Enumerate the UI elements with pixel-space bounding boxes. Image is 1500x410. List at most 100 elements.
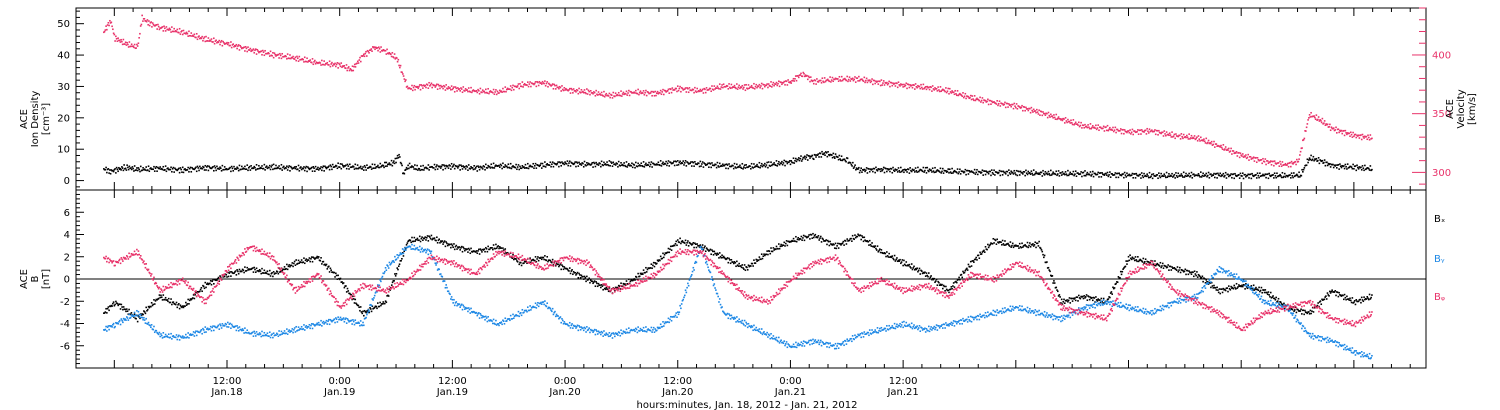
field-bx-point (185, 301, 187, 304)
density-point (1040, 171, 1043, 174)
velocity-point (748, 87, 751, 90)
velocity-point (336, 62, 339, 64)
field-bx-point (1280, 301, 1282, 304)
density-point (1329, 163, 1331, 165)
velocity-point (1091, 126, 1093, 129)
field-bx-point (1121, 270, 1124, 273)
field-bx-point (1329, 290, 1331, 293)
velocity-point (1031, 109, 1033, 112)
density-point (1201, 174, 1204, 177)
velocity-point (947, 87, 950, 90)
velocity-point (1242, 156, 1245, 158)
density-point (935, 170, 938, 172)
velocity-point (112, 28, 114, 31)
field-bx-point (1350, 301, 1353, 304)
field-bx-point (192, 297, 194, 299)
density-point (1092, 175, 1095, 178)
field-bx-point (1233, 284, 1236, 287)
field-bx-point (453, 243, 455, 245)
density-point (635, 161, 637, 164)
density-point (1006, 170, 1009, 173)
field-bx-point (1077, 294, 1080, 297)
density-point (1184, 175, 1187, 177)
density-point (1202, 172, 1204, 175)
velocity-point (851, 78, 853, 81)
density-point (258, 167, 261, 170)
density-point (1048, 173, 1051, 175)
field-bx-point (1049, 270, 1051, 273)
velocity-point (1120, 132, 1123, 135)
density-point (865, 169, 867, 171)
field-bx-point (382, 301, 385, 303)
field-bx-point (421, 236, 423, 238)
density-point (1067, 169, 1069, 172)
field-bx-point (805, 235, 807, 238)
density-point (1308, 157, 1311, 159)
field-bx-point (932, 278, 935, 281)
velocity-point (1007, 106, 1009, 108)
velocity-point (396, 60, 399, 63)
density-point (1022, 173, 1024, 175)
density-point (580, 164, 583, 166)
field-bx-point (960, 273, 963, 276)
density-point (765, 164, 768, 166)
field-bx-point (1291, 308, 1294, 311)
field-bx-point (948, 291, 950, 294)
velocity-point (1239, 152, 1242, 154)
field-bx-point (502, 247, 504, 249)
density-point (967, 173, 970, 175)
velocity-point (385, 53, 388, 55)
velocity-point (578, 87, 580, 90)
velocity-point (1182, 137, 1184, 140)
velocity-point (322, 63, 325, 66)
density-point (283, 167, 286, 170)
field-bx-point (476, 252, 479, 255)
field-bx-point (592, 282, 594, 285)
velocity-point (488, 92, 490, 95)
density-point (1172, 176, 1174, 178)
velocity-point (963, 95, 966, 98)
velocity-point (995, 103, 998, 105)
density-point (143, 168, 146, 170)
density-point (145, 166, 148, 168)
density-point (934, 171, 937, 173)
field-bx-point (765, 253, 768, 256)
field-bx-point (1295, 311, 1298, 314)
velocity-point (790, 82, 793, 84)
field-bx-point (351, 298, 353, 301)
field-bx-point (444, 245, 447, 248)
field-bx-point (1141, 261, 1144, 263)
velocity-point (157, 25, 160, 28)
density-point (819, 152, 822, 155)
field-bx-point (708, 249, 711, 252)
velocity-point (402, 73, 404, 75)
density-point (456, 165, 458, 168)
velocity-point (156, 28, 158, 30)
velocity-point (271, 54, 273, 57)
density-point (1009, 173, 1012, 175)
density-point (1311, 159, 1313, 162)
density-point (135, 169, 137, 171)
velocity-point (821, 77, 824, 80)
field-bx-point (826, 239, 829, 242)
field-bx-point (252, 271, 255, 273)
field-bx-point (445, 241, 447, 243)
velocity-point (1129, 129, 1131, 131)
density-point (264, 169, 266, 171)
velocity-point (967, 95, 970, 98)
density-point (206, 165, 209, 167)
velocity-point (213, 42, 216, 45)
density-point (888, 168, 890, 170)
field-bx-point (1276, 300, 1279, 302)
velocity-point (1306, 123, 1309, 125)
velocity-point (1038, 109, 1040, 112)
density-point (556, 162, 559, 165)
density-point (784, 164, 786, 167)
density-point (511, 165, 514, 168)
velocity-point (1273, 164, 1275, 167)
velocity-point (1136, 130, 1138, 133)
density-point (1310, 154, 1312, 157)
velocity-point (852, 79, 855, 82)
density-point (791, 161, 794, 164)
density-point (385, 161, 388, 164)
